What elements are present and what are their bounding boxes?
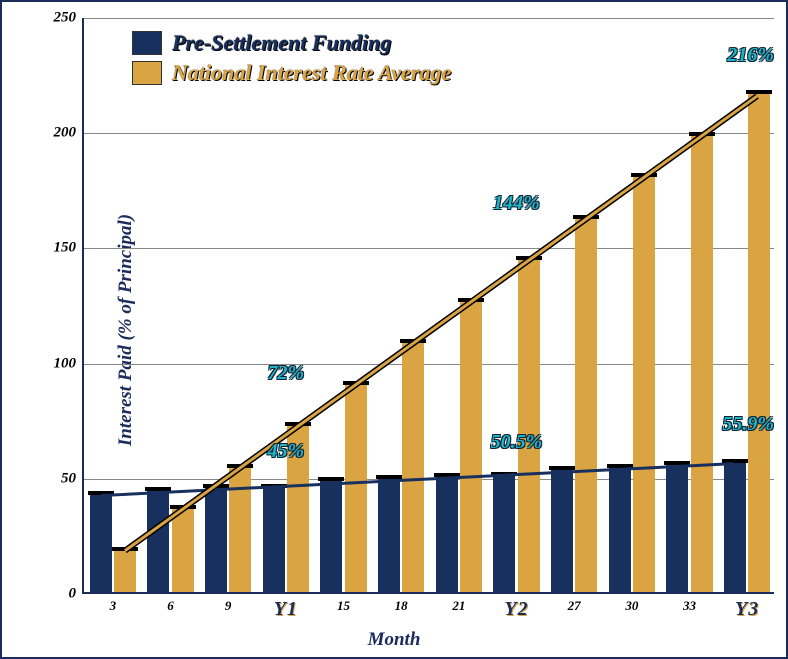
bar	[748, 94, 770, 592]
bar	[691, 136, 713, 592]
bar	[90, 495, 112, 592]
x-axis-label: Month	[368, 629, 421, 651]
bar	[402, 343, 424, 592]
bar	[205, 488, 227, 592]
x-tick: 21	[452, 598, 465, 614]
bar	[666, 465, 688, 592]
annotation: 144%	[493, 192, 540, 215]
bar	[263, 488, 285, 592]
bar	[436, 477, 458, 592]
bar	[724, 463, 746, 592]
bar	[609, 468, 631, 592]
gridline	[84, 18, 774, 19]
bar	[147, 491, 169, 592]
bar	[493, 476, 515, 592]
legend-label: Pre-Settlement Funding	[172, 30, 391, 56]
y-tick: 0	[69, 586, 77, 603]
legend-swatch	[132, 31, 162, 55]
bar	[633, 177, 655, 592]
bar	[378, 479, 400, 592]
gridline	[84, 364, 774, 365]
gridline	[84, 133, 774, 134]
bar	[114, 551, 136, 592]
legend: Pre-Settlement Funding National Interest …	[132, 30, 451, 90]
y-tick: 150	[54, 240, 77, 257]
bar	[518, 260, 540, 592]
bar	[229, 468, 251, 592]
x-tick: Y1	[274, 598, 298, 621]
annotation: 216%	[727, 44, 774, 67]
y-tick: 200	[54, 125, 77, 142]
annotation: 55.9%	[722, 413, 774, 436]
gridline	[84, 248, 774, 249]
x-tick: 15	[337, 598, 350, 614]
annotation: 50.5%	[491, 431, 543, 454]
y-tick: 50	[61, 470, 76, 487]
bar	[551, 470, 573, 592]
legend-label: National Interest Rate Average	[172, 60, 451, 86]
y-tick: 250	[54, 10, 77, 27]
legend-swatch	[132, 61, 162, 85]
bar	[320, 481, 342, 592]
chart-container: Interest Paid (% of Principal) Month 050…	[0, 0, 788, 659]
x-tick: 9	[225, 598, 232, 614]
x-tick: Y3	[735, 598, 759, 621]
x-tick: 6	[167, 598, 174, 614]
x-tick: 30	[625, 598, 638, 614]
legend-item: National Interest Rate Average	[132, 60, 451, 86]
bar	[172, 509, 194, 592]
annotation: 45%	[267, 440, 304, 463]
bar	[575, 219, 597, 592]
annotation: 72%	[267, 362, 304, 385]
x-tick: 3	[110, 598, 117, 614]
x-tick: Y2	[504, 598, 528, 621]
plot-area: 050100150200250369Y1151821Y2273033Y345%7…	[82, 18, 774, 594]
x-tick: 33	[683, 598, 696, 614]
x-tick: 18	[395, 598, 408, 614]
bar	[345, 385, 367, 592]
y-tick: 100	[54, 355, 77, 372]
bar	[460, 302, 482, 592]
x-tick: 27	[568, 598, 581, 614]
legend-item: Pre-Settlement Funding	[132, 30, 451, 56]
